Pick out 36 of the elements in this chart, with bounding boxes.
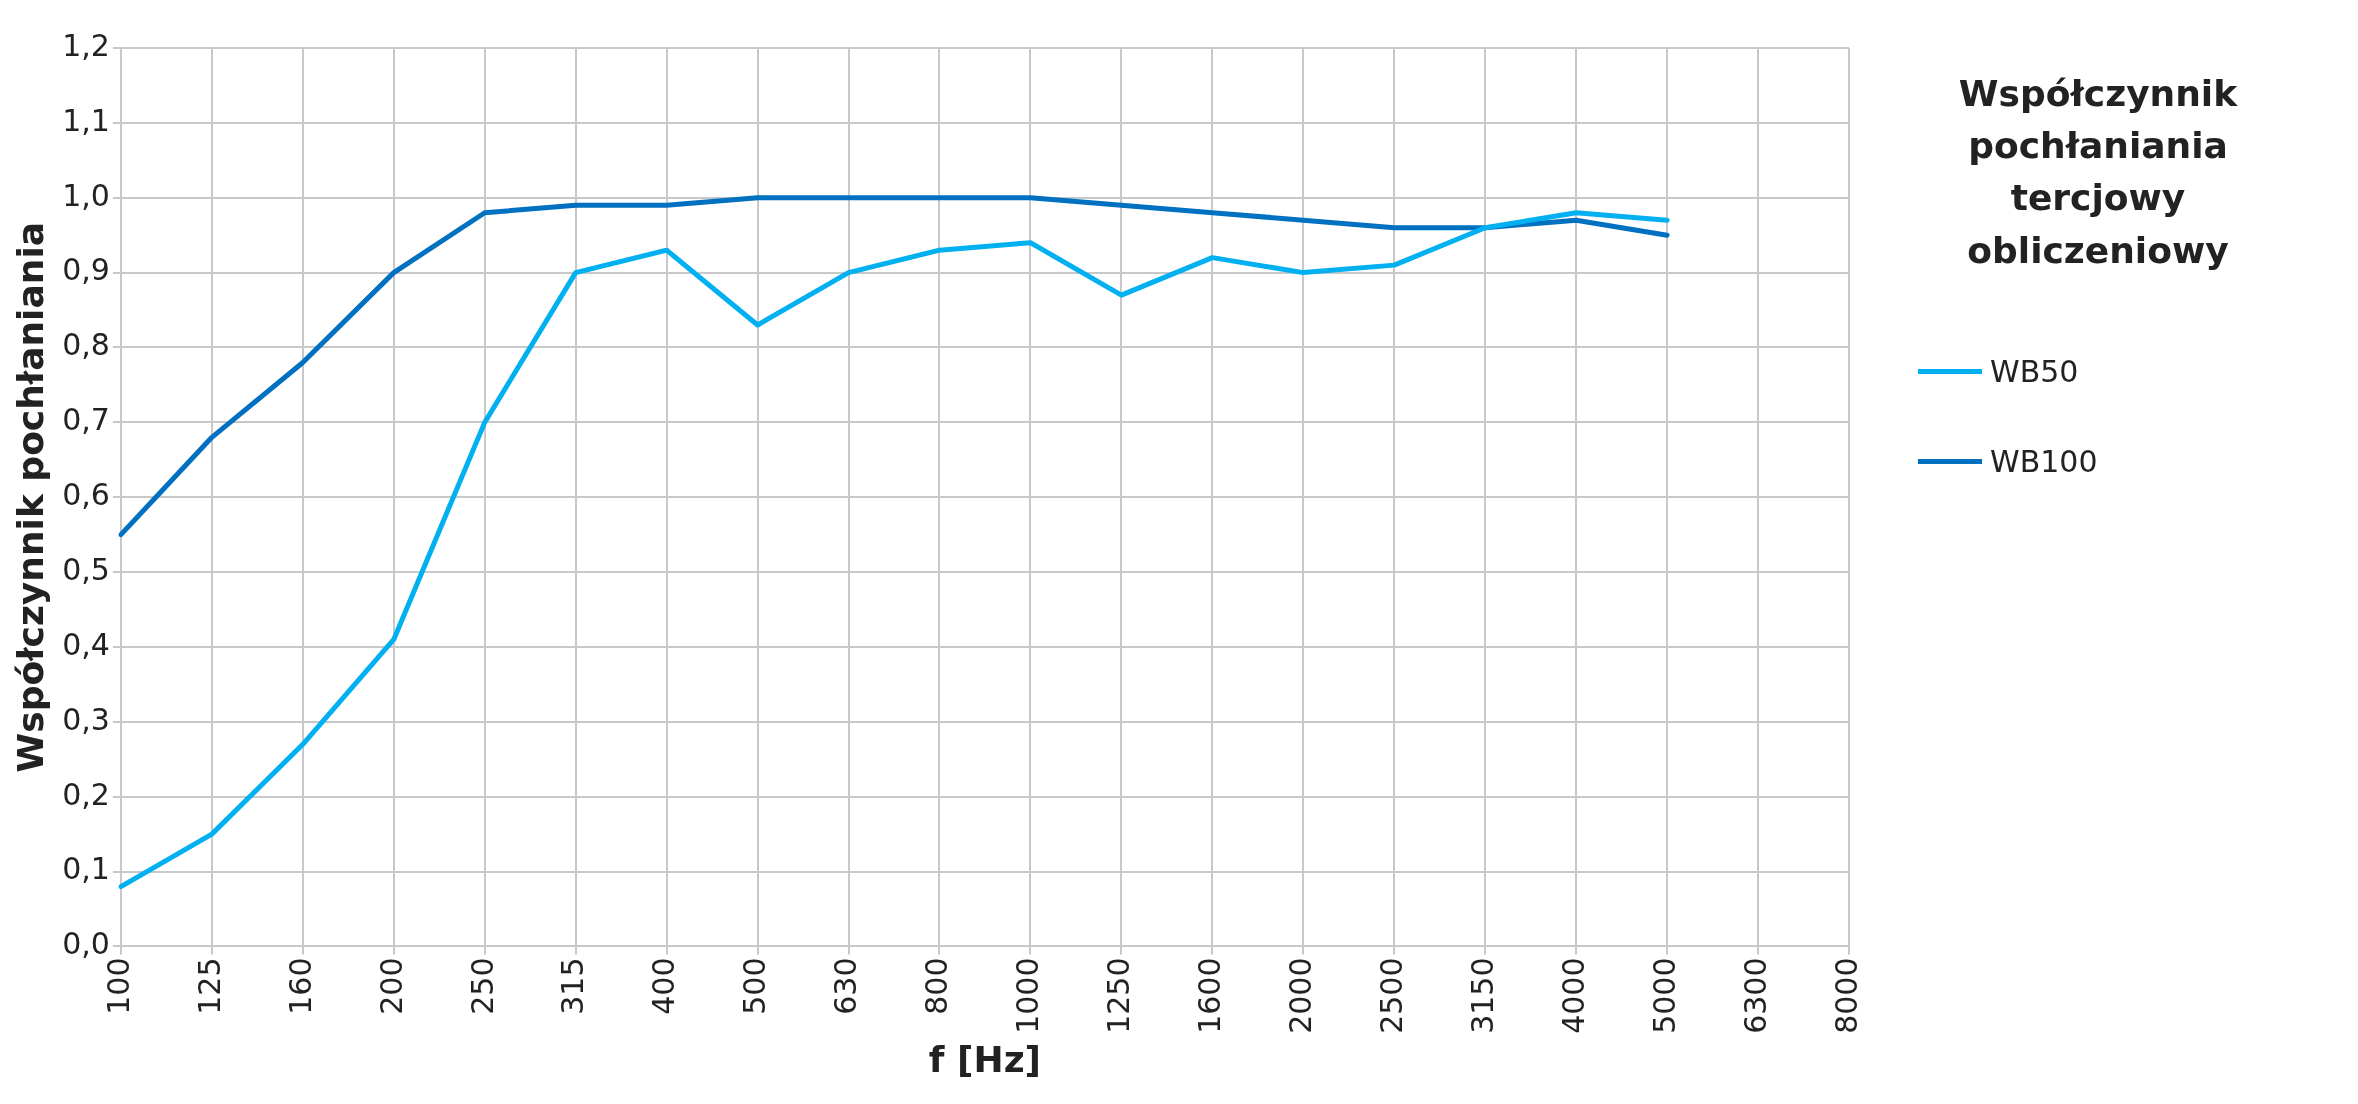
y-tick-label: 0,3 — [62, 701, 110, 737]
y-tick-label: 0,8 — [62, 327, 110, 363]
y-tick-label: 0,4 — [62, 626, 110, 662]
x-tick-label: 400 — [646, 957, 682, 1015]
x-tick-label: 800 — [919, 957, 955, 1015]
x-tick-label: 125 — [191, 957, 227, 1015]
x-tick-label: 630 — [828, 957, 864, 1015]
x-tick-label: 200 — [373, 957, 409, 1015]
x-tick-label: 4000 — [1555, 957, 1591, 1034]
x-tick-label: 8000 — [1828, 957, 1864, 1034]
y-tick-label: 0,9 — [62, 252, 110, 288]
x-tick-label: 1000 — [1010, 957, 1046, 1034]
x-tick-label: 1250 — [1101, 957, 1137, 1034]
y-tick-label: 0,6 — [62, 477, 110, 513]
x-tick-label: 160 — [282, 957, 318, 1015]
x-tick-label: 250 — [464, 957, 500, 1015]
x-axis-title: f [Hz] — [928, 1038, 1042, 1080]
x-tick-label: 6300 — [1737, 957, 1773, 1034]
legend-title: Współczynnik pochłaniania tercjowy obliczeniowy — [1957, 72, 2239, 273]
y-tick-label: 1,1 — [62, 102, 110, 138]
x-tick-label: 315 — [555, 957, 591, 1015]
legend-label: WB100 — [1990, 444, 2098, 480]
y-tick-label: 0,2 — [62, 776, 110, 812]
x-tick-label: 2500 — [1374, 957, 1410, 1034]
y-tick-label: 0,5 — [62, 551, 110, 587]
x-tick-label: 500 — [737, 957, 773, 1015]
x-tick-label: 3150 — [1464, 957, 1500, 1034]
x-tick-label: 5000 — [1646, 957, 1682, 1034]
x-tick-label: 1600 — [1192, 957, 1228, 1034]
y-tick-label: 0,7 — [62, 402, 110, 438]
y-tick-label: 1,0 — [62, 177, 110, 213]
y-axis-title: Współczynnik pochłaniania — [9, 221, 51, 773]
y-tick-label: 0,1 — [62, 851, 110, 887]
x-tick-label: 2000 — [1283, 957, 1319, 1034]
legend-label: WB50 — [1990, 354, 2079, 390]
y-tick-label: 1,2 — [62, 27, 110, 63]
